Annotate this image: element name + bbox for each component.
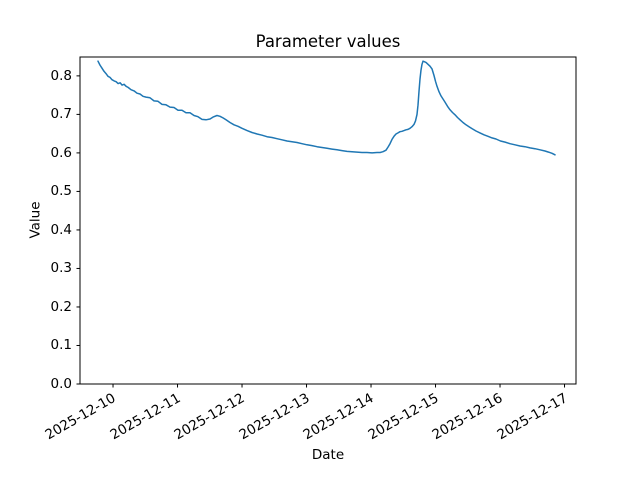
y-tick-label: 0.7 — [50, 106, 72, 123]
chart-title: Parameter values — [255, 32, 401, 51]
y-tick-label: 0.6 — [50, 144, 72, 161]
y-tick-label: 0.0 — [50, 376, 72, 392]
x-axis-label: Date — [311, 447, 345, 463]
y-tick-label: 0.2 — [50, 298, 72, 315]
y-tick-label: 0.3 — [50, 260, 72, 277]
y-tick-label: 0.8 — [50, 67, 72, 84]
y-tick-label: 0.1 — [50, 337, 72, 354]
y-tick-label: 0.5 — [50, 183, 72, 200]
y-tick-label: 0.4 — [50, 221, 72, 238]
series-line — [97, 60, 556, 156]
plot-border — [79, 56, 577, 385]
